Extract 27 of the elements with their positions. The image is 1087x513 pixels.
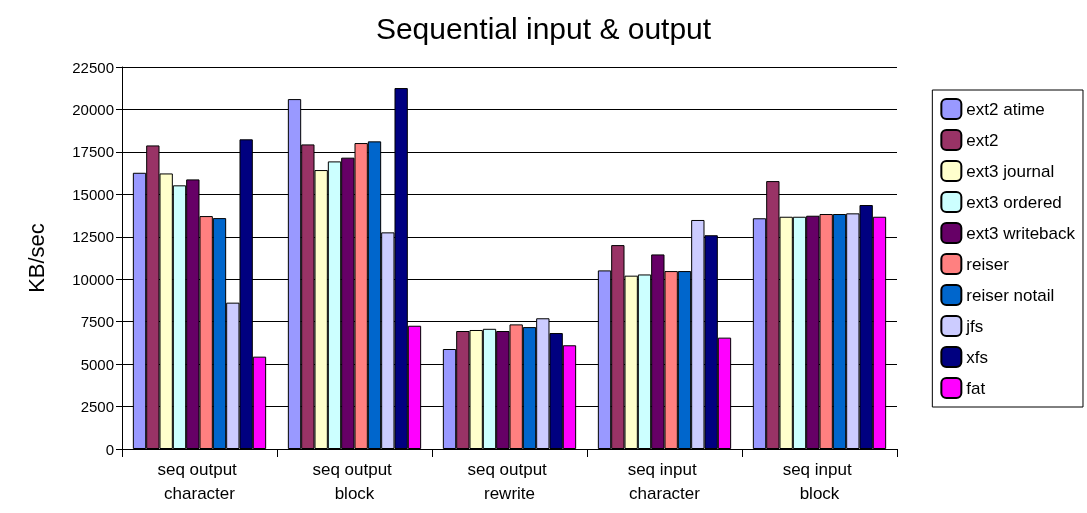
x-tick-label: seq output character [157,459,242,503]
x-tick-label: seq input character [627,459,702,503]
y-tick-label: 0 [105,440,114,458]
x-tick-label: seq output block [312,459,397,503]
legend-label: reiser notail [966,285,1055,305]
legend-label: ext2 [966,130,999,150]
y-tick-label: 17500 [72,143,114,161]
legend-label: ext3 journal [966,161,1055,181]
legend-label: xfs [966,347,989,367]
legend-label: fat [966,378,986,398]
x-tick-label: seq input block [782,459,857,503]
legend-label: jfs [965,316,984,336]
y-axis-title: KB/sec [23,223,49,293]
y-tick-label: 10000 [72,270,114,288]
y-tick-label: 12500 [72,228,114,246]
y-tick-label: 15000 [72,185,114,203]
chart-title: Sequential input & output [375,11,712,45]
y-tick-label: 7500 [80,313,114,331]
legend-label: reiser [966,254,1010,274]
x-tick-label: seq output rewrite [467,459,552,503]
legend-label: ext2 atime [966,99,1045,119]
legend-label: ext3 ordered [966,192,1062,212]
y-tick-label: 22500 [72,58,114,76]
y-tick-label: 20000 [72,100,114,118]
y-tick-label: 2500 [80,398,114,416]
y-tick-label: 5000 [80,355,114,373]
legend-label: ext3 writeback [966,223,1076,243]
